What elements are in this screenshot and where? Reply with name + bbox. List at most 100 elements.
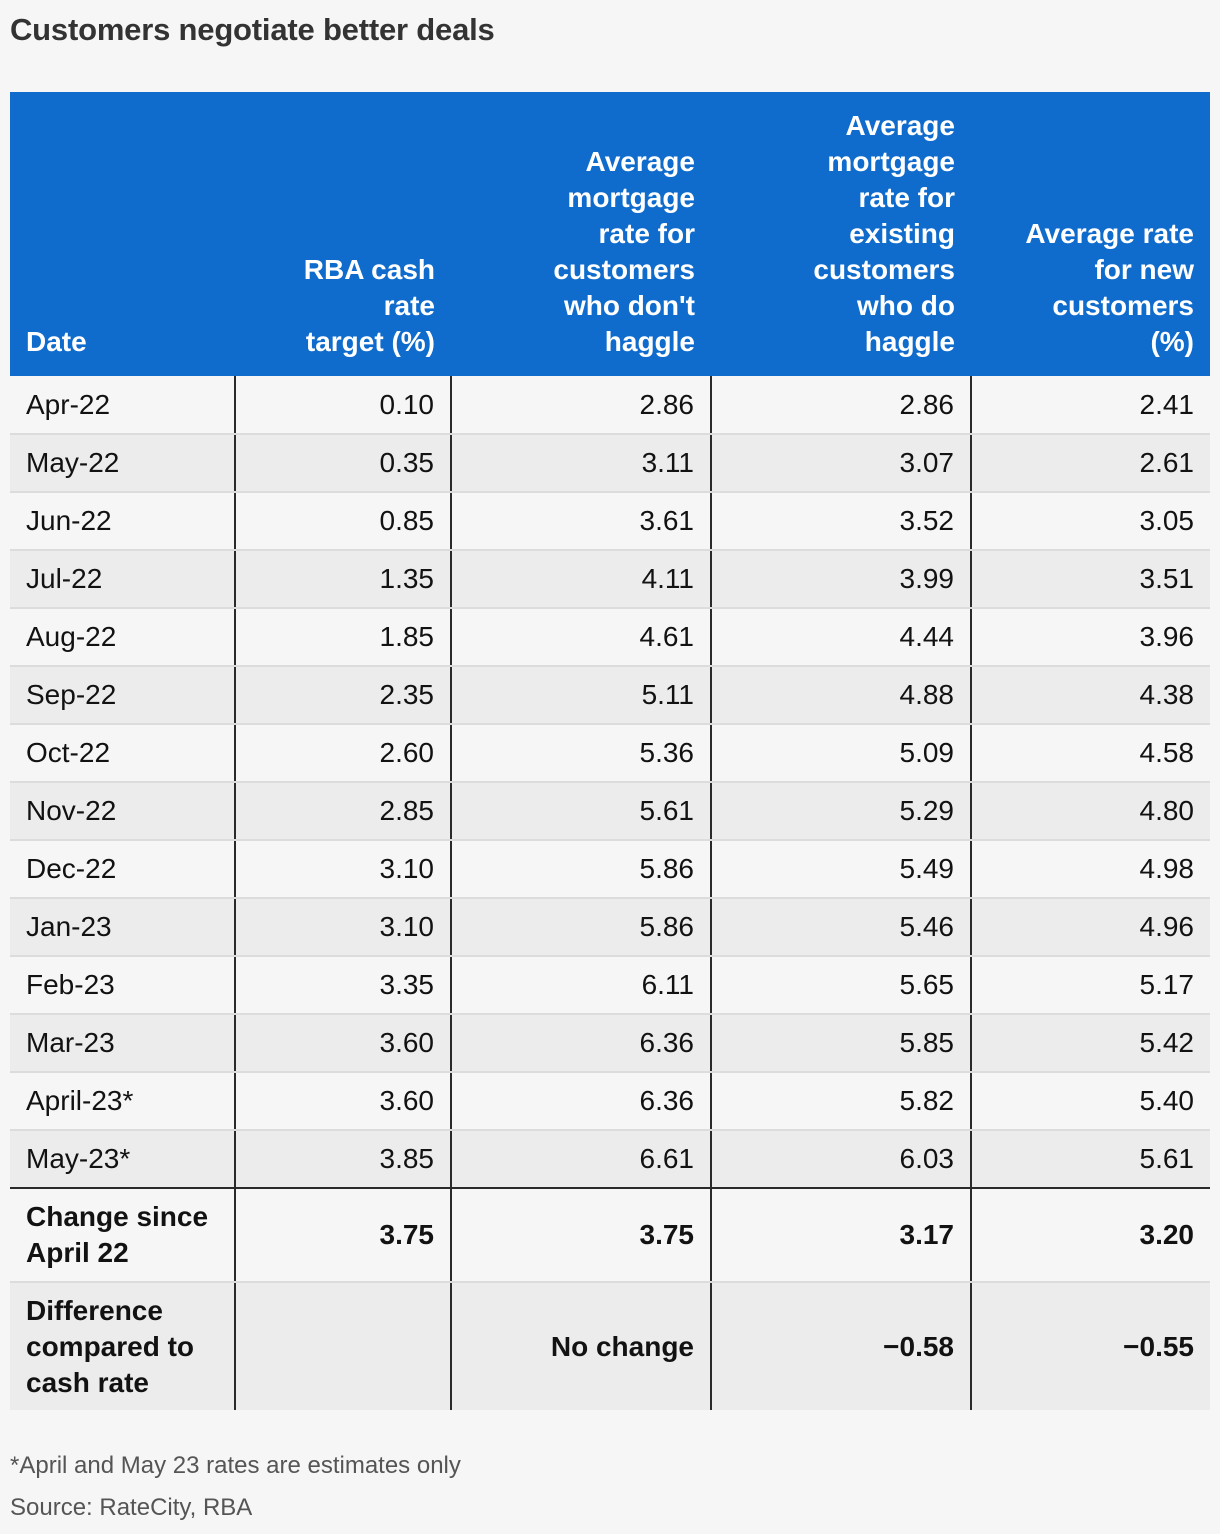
column-header-line: haggle xyxy=(864,326,955,357)
table-row: Nov-22 2.85 5.61 5.29 4.80 xyxy=(10,782,1210,841)
column-header-line: target (%) xyxy=(305,326,435,357)
summary-cell-rba-cash-rate: 3.75 xyxy=(234,1188,451,1283)
table-row: Sep-22 2.35 5.11 4.88 4.38 xyxy=(10,666,1210,725)
cell-new-customer-rate: 3.96 xyxy=(970,608,1210,667)
table-row: Feb-23 3.35 6.11 5.65 5.17 xyxy=(10,956,1210,1015)
summary-cell-new-customer-rate: 3.20 xyxy=(970,1188,1210,1283)
cell-haggle-rate: 3.99 xyxy=(710,550,971,609)
cell-new-customer-rate: 5.17 xyxy=(970,956,1210,1015)
cell-haggle-rate: 3.07 xyxy=(710,434,971,493)
cell-no-haggle-rate: 4.61 xyxy=(450,608,711,667)
column-header-line: Average xyxy=(585,146,695,177)
cell-date: Feb-23 xyxy=(10,956,235,1015)
table-row: Apr-22 0.10 2.86 2.86 2.41 xyxy=(10,376,1210,435)
summary-label-line: Change since xyxy=(26,1201,209,1232)
cell-date: Apr-22 xyxy=(10,376,235,435)
summary-row-difference: Difference compared to cash rate No change −… xyxy=(10,1282,1210,1410)
footnote: *April and May 23 rates are estimates on… xyxy=(10,1452,461,1479)
cell-rba-cash-rate: 0.85 xyxy=(234,492,451,551)
cell-no-haggle-rate: 5.11 xyxy=(450,666,711,725)
cell-no-haggle-rate: 3.61 xyxy=(450,492,711,551)
cell-date: Mar-23 xyxy=(10,1014,235,1073)
cell-haggle-rate: 5.85 xyxy=(710,1014,971,1073)
cell-rba-cash-rate: 0.10 xyxy=(234,376,451,435)
table-row: Jul-22 1.35 4.11 3.99 3.51 xyxy=(10,550,1210,609)
table-row: Dec-22 3.10 5.86 5.49 4.98 xyxy=(10,840,1210,899)
summary-row-change: Change since April 22 3.75 3.75 3.17 3.20 xyxy=(10,1188,1210,1283)
cell-haggle-rate: 6.03 xyxy=(710,1130,971,1189)
column-header-date: Date xyxy=(10,92,235,376)
column-header-line: Average rate xyxy=(1025,218,1194,249)
summary-label-line: cash rate xyxy=(26,1366,149,1398)
column-header-line: rate for xyxy=(598,218,695,249)
cell-new-customer-rate: 5.40 xyxy=(970,1072,1210,1131)
cell-new-customer-rate: 5.42 xyxy=(970,1014,1210,1073)
column-header-line: (%) xyxy=(1150,326,1194,357)
cell-rba-cash-rate: 0.35 xyxy=(234,434,451,493)
column-header-line: who do xyxy=(857,290,955,321)
column-header-line: customers xyxy=(553,254,695,285)
cell-rba-cash-rate: 3.85 xyxy=(234,1130,451,1189)
cell-date: Jul-22 xyxy=(10,550,235,609)
column-header-new-customer-rate: Average rate for new customers (%) xyxy=(971,92,1210,376)
cell-haggle-rate: 5.82 xyxy=(710,1072,971,1131)
cell-new-customer-rate: 4.58 xyxy=(970,724,1210,783)
cell-no-haggle-rate: 6.11 xyxy=(450,956,711,1015)
table-body: Apr-22 0.10 2.86 2.86 2.41 May-22 0.35 3.11 3.07… xyxy=(10,376,1210,1410)
table-row: May-23* 3.85 6.61 6.03 5.61 xyxy=(10,1130,1210,1189)
cell-new-customer-rate: 2.61 xyxy=(970,434,1210,493)
cell-haggle-rate: 2.86 xyxy=(710,376,971,435)
summary-cell-rba-cash-rate xyxy=(234,1282,451,1410)
cell-new-customer-rate: 4.38 xyxy=(970,666,1210,725)
column-header-line: rate xyxy=(383,290,435,321)
summary-cell-haggle-rate: −0.58 xyxy=(710,1282,971,1410)
cell-date: May-23* xyxy=(10,1130,235,1189)
cell-haggle-rate: 5.29 xyxy=(710,782,971,841)
summary-cell-no-haggle-rate: 3.75 xyxy=(450,1188,711,1283)
column-header-line: RBA cash xyxy=(303,254,435,285)
summary-label-line: April 22 xyxy=(26,1237,129,1268)
cell-new-customer-rate: 3.51 xyxy=(970,550,1210,609)
cell-rba-cash-rate: 3.60 xyxy=(234,1072,451,1131)
cell-rba-cash-rate: 2.85 xyxy=(234,782,451,841)
cell-haggle-rate: 5.49 xyxy=(710,840,971,899)
cell-haggle-rate: 5.65 xyxy=(710,956,971,1015)
column-header-line: customers xyxy=(1052,290,1194,321)
table-row: Oct-22 2.60 5.36 5.09 4.58 xyxy=(10,724,1210,783)
cell-date: Sep-22 xyxy=(10,666,235,725)
column-header-line: mortgage xyxy=(827,146,955,177)
cell-no-haggle-rate: 5.86 xyxy=(450,840,711,899)
cell-no-haggle-rate: 2.86 xyxy=(450,376,711,435)
column-header-line: rate for xyxy=(858,182,955,213)
summary-label-line: compared to xyxy=(26,1330,195,1362)
cell-no-haggle-rate: 3.11 xyxy=(450,434,711,493)
cell-haggle-rate: 3.52 xyxy=(710,492,971,551)
cell-date: Jun-22 xyxy=(10,492,235,551)
cell-rba-cash-rate: 3.10 xyxy=(234,898,451,957)
cell-new-customer-rate: 5.61 xyxy=(970,1130,1210,1189)
column-header-line: customers xyxy=(813,254,955,285)
table-header: Date RBA cash rate target (%) Average mortgag… xyxy=(10,92,1210,376)
cell-rba-cash-rate: 2.35 xyxy=(234,666,451,725)
cell-date: Jan-23 xyxy=(10,898,235,957)
cell-date: Nov-22 xyxy=(10,782,235,841)
cell-rba-cash-rate: 1.85 xyxy=(234,608,451,667)
cell-haggle-rate: 5.09 xyxy=(710,724,971,783)
cell-no-haggle-rate: 6.36 xyxy=(450,1072,711,1131)
cell-date: May-22 xyxy=(10,434,235,493)
column-header-line: Date xyxy=(26,326,87,357)
column-header-line: haggle xyxy=(604,326,695,357)
cell-new-customer-rate: 3.05 xyxy=(970,492,1210,551)
cell-date: Dec-22 xyxy=(10,840,235,899)
column-header-line: existing xyxy=(849,218,955,249)
column-header-haggle-rate: Average mortgage rate for existing customers… xyxy=(711,92,971,376)
cell-no-haggle-rate: 6.36 xyxy=(450,1014,711,1073)
cell-no-haggle-rate: 5.86 xyxy=(450,898,711,957)
cell-rba-cash-rate: 2.60 xyxy=(234,724,451,783)
table-row: Mar-23 3.60 6.36 5.85 5.42 xyxy=(10,1014,1210,1073)
summary-label-line: Difference xyxy=(26,1294,163,1326)
cell-haggle-rate: 4.44 xyxy=(710,608,971,667)
summary-cell-no-haggle-rate: No change xyxy=(450,1282,711,1410)
source-note: Source: RateCity, RBA xyxy=(10,1494,253,1521)
cell-new-customer-rate: 4.80 xyxy=(970,782,1210,841)
